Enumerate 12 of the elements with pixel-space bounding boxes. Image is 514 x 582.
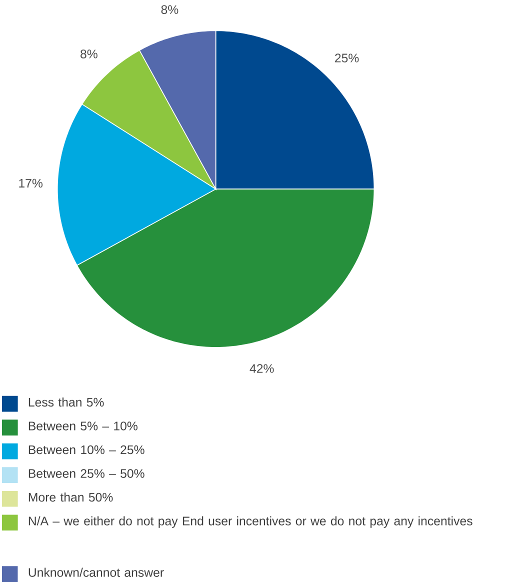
data-label: 8%	[161, 5, 178, 14]
legend-label: Between 25% – 50%	[29, 469, 145, 478]
legend-label: Between 5% – 10%	[29, 422, 138, 430]
legend-label: Less than 5%	[29, 398, 104, 407]
legend-label: More than 50%	[29, 492, 113, 502]
data-label: 17%	[19, 178, 43, 188]
data-label: 25%	[335, 54, 359, 62]
data-label: 8%	[80, 50, 98, 58]
legend-label: Unknown/cannot answer	[29, 568, 164, 577]
legend-label: N/A – we either do not pay End user incentives or we do not pay any incentives	[29, 516, 472, 528]
data-label: 42%	[250, 364, 274, 373]
legend-label: Between 10% – 25%	[29, 445, 145, 454]
